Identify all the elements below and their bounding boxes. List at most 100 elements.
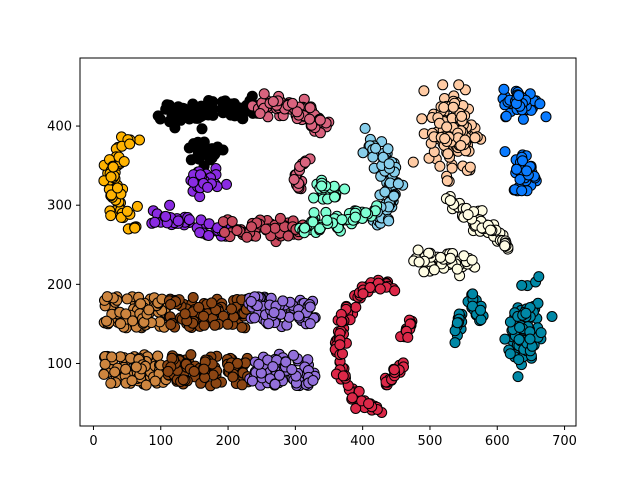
- data-point-cluster-3: [305, 103, 315, 113]
- data-point-cluster-7: [261, 224, 271, 234]
- data-point-cluster-25: [224, 362, 234, 372]
- data-point-cluster-6: [161, 211, 171, 221]
- data-point-cluster-15: [413, 245, 423, 255]
- data-point-cluster-23: [153, 351, 163, 361]
- data-point-cluster-24: [166, 320, 176, 330]
- data-point-cluster-7: [247, 222, 257, 232]
- data-point-cluster-10: [289, 175, 299, 185]
- x-tick-label: 600: [485, 434, 510, 449]
- data-point-cluster-6: [150, 217, 160, 227]
- x-tick-label: 100: [148, 434, 173, 449]
- data-point-cluster-23: [141, 380, 151, 390]
- data-point-cluster-8: [350, 212, 360, 222]
- data-point-cluster-24: [199, 311, 209, 321]
- data-point-cluster-0: [122, 206, 132, 216]
- data-point-cluster-9: [330, 192, 340, 202]
- data-point-cluster-22: [128, 316, 138, 326]
- data-point-cluster-17: [468, 289, 478, 299]
- data-point-cluster-22: [102, 292, 112, 302]
- data-point-cluster-23: [127, 376, 137, 386]
- data-point-cluster-6: [184, 215, 194, 225]
- data-point-cluster-13: [500, 147, 510, 157]
- data-point-cluster-16: [534, 272, 544, 282]
- data-point-cluster-1: [175, 111, 185, 121]
- data-point-cluster-3: [288, 98, 298, 108]
- data-point-cluster-8: [322, 215, 332, 225]
- data-point-cluster-11: [417, 114, 427, 124]
- data-point-cluster-20: [389, 365, 399, 375]
- data-point-cluster-13: [522, 166, 532, 176]
- data-point-cluster-26: [294, 311, 304, 321]
- data-point-cluster-9: [317, 181, 327, 191]
- data-point-cluster-23: [131, 362, 141, 372]
- data-point-cluster-19: [338, 349, 348, 359]
- x-tick-label: 200: [216, 434, 241, 449]
- data-point-cluster-23: [121, 364, 131, 374]
- data-point-cluster-11: [442, 122, 452, 132]
- data-point-cluster-18: [452, 318, 462, 328]
- y-tick-label: 200: [47, 278, 72, 293]
- data-point-cluster-27: [308, 376, 318, 386]
- data-point-cluster-16: [514, 335, 524, 345]
- data-point-cluster-19: [358, 289, 368, 299]
- data-point-cluster-4: [360, 123, 370, 133]
- data-point-cluster-10: [300, 157, 310, 167]
- data-point-cluster-12: [541, 112, 551, 122]
- data-point-cluster-14: [463, 210, 473, 220]
- data-point-cluster-26: [250, 313, 260, 323]
- data-point-cluster-12: [499, 84, 509, 94]
- data-point-cluster-19: [375, 284, 385, 294]
- data-point-cluster-15: [445, 253, 455, 263]
- data-point-cluster-0: [119, 157, 129, 167]
- data-point-cluster-23: [150, 376, 160, 386]
- data-point-cluster-4: [389, 191, 399, 201]
- data-point-cluster-27: [289, 350, 299, 360]
- data-point-cluster-27: [270, 379, 280, 389]
- data-point-cluster-8: [337, 215, 347, 225]
- data-point-cluster-22: [144, 305, 154, 315]
- data-point-cluster-16: [521, 308, 531, 318]
- data-point-cluster-11: [448, 102, 458, 112]
- data-point-cluster-5: [203, 182, 213, 192]
- data-point-cluster-19: [390, 286, 400, 296]
- y-tick-label: 400: [47, 120, 72, 135]
- data-point-cluster-25: [178, 375, 188, 385]
- data-point-cluster-1: [185, 113, 195, 123]
- data-point-cluster-27: [275, 370, 285, 380]
- data-point-cluster-1: [197, 124, 207, 134]
- data-point-cluster-25: [228, 372, 238, 382]
- data-point-cluster-15: [467, 255, 477, 265]
- data-point-cluster-17: [476, 315, 486, 325]
- data-point-cluster-19: [347, 393, 357, 403]
- data-point-cluster-23: [110, 367, 120, 377]
- data-point-cluster-11: [454, 80, 464, 90]
- data-point-cluster-3: [268, 97, 278, 107]
- data-point-cluster-12: [535, 99, 545, 109]
- data-point-cluster-9: [340, 184, 350, 194]
- data-point-cluster-11: [456, 141, 466, 151]
- data-point-cluster-11: [435, 161, 445, 171]
- data-point-cluster-0: [130, 223, 140, 233]
- data-point-cluster-26: [305, 319, 315, 329]
- data-point-cluster-0: [135, 135, 145, 145]
- data-point-cluster-7: [227, 217, 237, 227]
- data-point-cluster-6: [173, 216, 183, 226]
- data-point-cluster-16: [505, 349, 515, 359]
- data-point-cluster-24: [180, 309, 190, 319]
- x-tick-label: 700: [552, 434, 577, 449]
- data-point-cluster-4: [371, 143, 381, 153]
- data-point-cluster-27: [287, 365, 297, 375]
- data-point-cluster-11: [470, 133, 480, 143]
- data-point-cluster-26: [246, 297, 256, 307]
- data-point-cluster-17: [476, 305, 486, 315]
- data-point-cluster-22: [102, 316, 112, 326]
- data-point-cluster-8: [309, 208, 319, 218]
- data-point-cluster-24: [199, 320, 209, 330]
- data-point-cluster-13: [517, 186, 527, 196]
- data-point-cluster-7: [232, 226, 242, 236]
- data-point-cluster-11: [457, 111, 467, 121]
- data-point-cluster-15: [429, 265, 439, 275]
- data-point-cluster-22: [122, 294, 132, 304]
